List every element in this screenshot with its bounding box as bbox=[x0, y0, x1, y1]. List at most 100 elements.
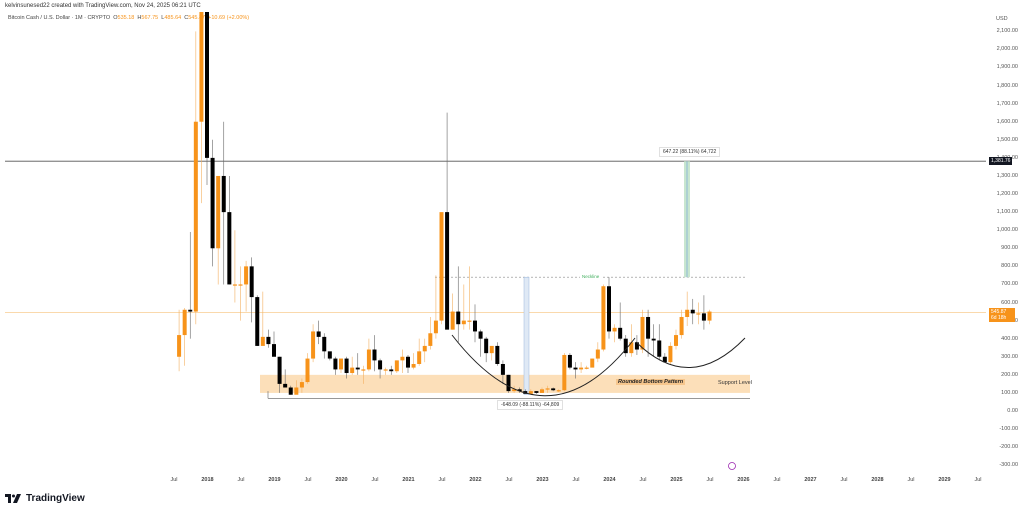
price-axis[interactable]: 2,100.00 2,000.00 1,900.00 1,800.00 1,700.00… bbox=[986, 0, 1024, 480]
ohlc-low: 485.64 bbox=[164, 15, 182, 21]
candle-body bbox=[484, 338, 489, 354]
candle-body bbox=[277, 356, 282, 384]
candle-body bbox=[221, 175, 226, 213]
time-tick-label: Jul bbox=[371, 477, 379, 483]
price-tick-label: 200.00 bbox=[1001, 371, 1018, 378]
candle-body bbox=[651, 338, 656, 341]
time-tick-label: 2027 bbox=[804, 477, 817, 483]
time-tick-label: 2018 bbox=[201, 477, 214, 483]
time-tick-label: Jul bbox=[170, 477, 178, 483]
bar-countdown: 6d 18h bbox=[991, 315, 1007, 321]
candle-body bbox=[500, 363, 505, 375]
price-tick-label: 1,300.00 bbox=[996, 172, 1018, 179]
candle-body bbox=[339, 358, 343, 370]
rounded-bottom-curve-small bbox=[635, 337, 746, 368]
candle-body bbox=[272, 344, 276, 357]
candle-body bbox=[439, 212, 444, 321]
candle-body bbox=[551, 388, 556, 391]
time-tick-label: Jul bbox=[773, 477, 781, 483]
price-tick-label: 300.00 bbox=[1001, 353, 1018, 360]
candle-body bbox=[322, 336, 327, 352]
attribution: kelvinsunesed22 created with TradingView… bbox=[5, 3, 201, 9]
symbol-legend: Bitcoin Cash / U.S. Dollar · 1M · CRYPTO… bbox=[8, 15, 249, 21]
time-tick-label: Jul bbox=[572, 477, 580, 483]
candle-body bbox=[634, 342, 639, 350]
candle-body bbox=[696, 313, 701, 315]
price-tick-label: 1,100.00 bbox=[996, 209, 1018, 216]
candle-body bbox=[701, 313, 706, 321]
candle-body bbox=[662, 356, 667, 363]
candle-body bbox=[528, 391, 533, 394]
candle-body bbox=[422, 345, 427, 352]
candle-body bbox=[433, 320, 438, 334]
ohlc-open: 535.18 bbox=[117, 15, 135, 21]
candle-body bbox=[612, 327, 617, 332]
price-tick-label: -200.00 bbox=[999, 444, 1018, 451]
candle-body bbox=[283, 383, 288, 388]
time-tick-label: 2025 bbox=[670, 477, 683, 483]
time-tick-label: Jul bbox=[840, 477, 848, 483]
candle-body bbox=[288, 387, 293, 395]
candle-body bbox=[406, 356, 410, 368]
candle-body bbox=[210, 157, 215, 249]
candle-body bbox=[584, 367, 589, 369]
candle-body bbox=[333, 358, 338, 370]
time-tick-label: Jul bbox=[639, 477, 647, 483]
price-tick-label: 1,900.00 bbox=[996, 64, 1018, 71]
time-tick-label: 2019 bbox=[268, 477, 281, 483]
candle-body bbox=[182, 309, 187, 336]
price-tick-label: 1,500.00 bbox=[996, 136, 1018, 143]
lower-measure-label: -648.09 (-88.11%) -64,809 bbox=[497, 400, 564, 410]
candle-body bbox=[311, 331, 316, 359]
price-tick-label: 1,600.00 bbox=[996, 118, 1018, 125]
candle-body bbox=[461, 320, 466, 325]
candle-body bbox=[244, 266, 249, 285]
candle-body bbox=[473, 320, 477, 332]
ohlc-high: 567.75 bbox=[141, 15, 159, 21]
time-tick-label: Jul bbox=[438, 477, 446, 483]
candle-body bbox=[534, 391, 539, 393]
candle-body bbox=[607, 286, 611, 332]
candle-body bbox=[361, 369, 366, 371]
candle-body bbox=[428, 333, 433, 346]
candle-body bbox=[238, 284, 243, 286]
pattern-label: Rounded Bottom Pattern bbox=[616, 379, 686, 385]
tradingview-logo-icon bbox=[5, 494, 21, 503]
ohlc-change: +10.69 (+2.00%) bbox=[208, 15, 250, 21]
ohlc-high-label: H bbox=[137, 15, 142, 21]
candle-body bbox=[188, 309, 193, 312]
time-tick-label: 2022 bbox=[469, 477, 482, 483]
candle-body bbox=[411, 363, 416, 368]
neckline-label: Neckline bbox=[580, 274, 602, 279]
candle-body bbox=[668, 345, 673, 363]
candle-body bbox=[389, 369, 394, 372]
symbol-name: Bitcoin Cash / U.S. Dollar · 1M · CRYPTO bbox=[8, 15, 111, 21]
time-tick-label: 2024 bbox=[603, 477, 616, 483]
candle-body bbox=[601, 286, 606, 350]
price-tick-label: 1,000.00 bbox=[996, 227, 1018, 234]
candle-body bbox=[366, 349, 371, 370]
candle-body bbox=[495, 345, 500, 364]
price-tick-label: 1,200.00 bbox=[996, 191, 1018, 198]
candle-body bbox=[512, 389, 517, 392]
candle-body bbox=[690, 309, 695, 314]
time-tick-label: 2026 bbox=[737, 477, 750, 483]
candle-body bbox=[674, 335, 678, 346]
tradingview-logo[interactable]: TradingView bbox=[5, 493, 85, 504]
time-tick-label: Jul bbox=[907, 477, 915, 483]
candle-body bbox=[199, 12, 204, 122]
ohlc-low-label: L bbox=[161, 15, 165, 21]
price-tick-label: -300.00 bbox=[999, 462, 1018, 469]
candle-body bbox=[567, 354, 572, 368]
candle-body bbox=[305, 358, 310, 383]
candle-body bbox=[646, 316, 651, 339]
time-tick-label: 2020 bbox=[335, 477, 348, 483]
candle-body bbox=[629, 342, 634, 354]
candle-body bbox=[579, 367, 584, 370]
price-tick-label: 900.00 bbox=[1001, 245, 1018, 252]
candle-body bbox=[506, 374, 511, 392]
candle-body bbox=[177, 335, 182, 357]
candle-body bbox=[657, 340, 662, 357]
time-tick-label: Jul bbox=[505, 477, 513, 483]
